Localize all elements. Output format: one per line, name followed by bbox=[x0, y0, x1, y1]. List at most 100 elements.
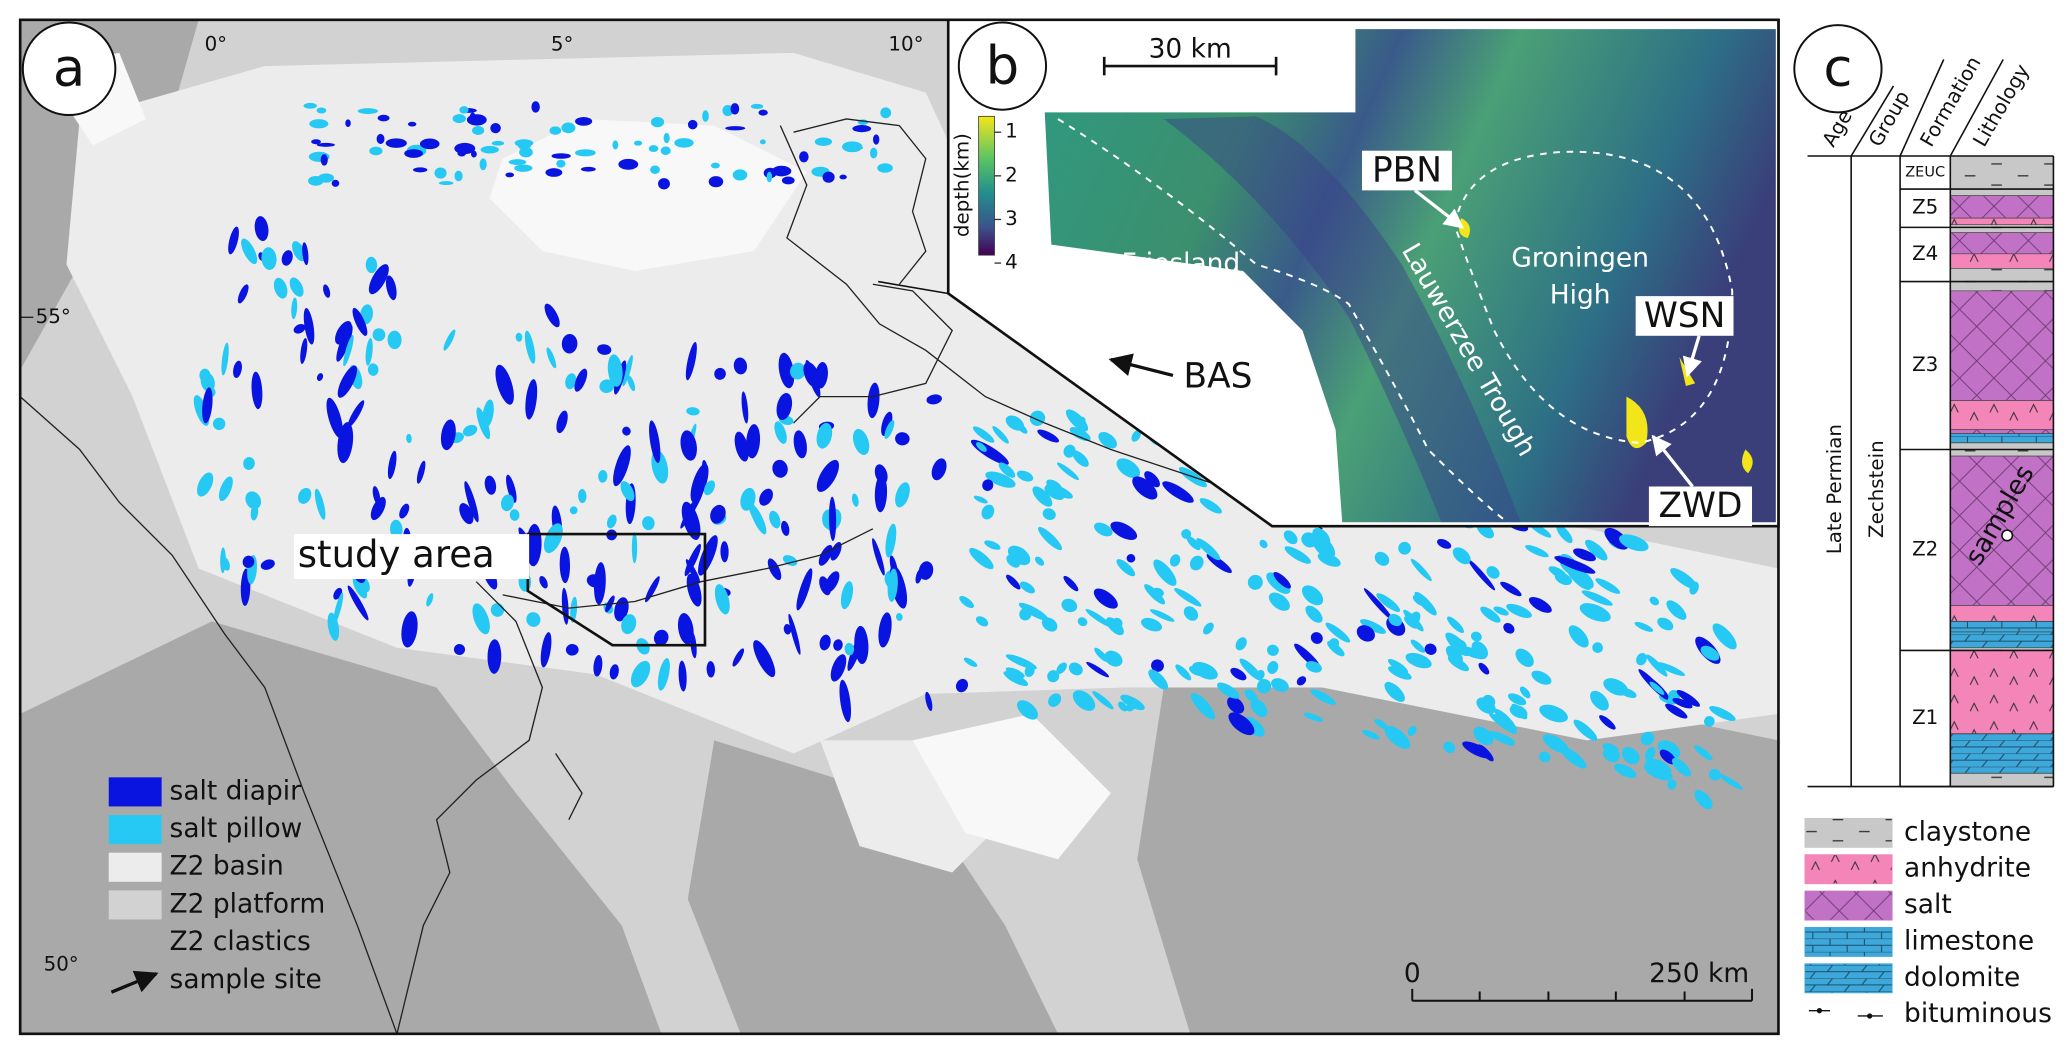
region-label: High bbox=[1550, 280, 1611, 311]
salt-pillow bbox=[840, 581, 854, 610]
legend-label: salt pillow bbox=[170, 813, 303, 844]
salt-diapir bbox=[1132, 476, 1158, 500]
salt-diapir bbox=[1093, 588, 1118, 609]
salt-pillow bbox=[1360, 619, 1386, 634]
salt-pillow bbox=[648, 145, 659, 153]
salt-pillow bbox=[1203, 622, 1214, 635]
salt-diapir bbox=[872, 538, 885, 576]
salt-diapir bbox=[575, 116, 593, 126]
salt-pillow bbox=[1194, 693, 1213, 713]
lithology-band bbox=[1949, 455, 2054, 606]
salt-diapir bbox=[819, 634, 831, 651]
panel-label-circle bbox=[957, 21, 1048, 111]
salt-pillow bbox=[1032, 486, 1053, 507]
salt-diapir bbox=[347, 585, 369, 621]
salt-pillow bbox=[426, 593, 434, 607]
lithology-column bbox=[1949, 155, 2054, 787]
salt-pillow bbox=[365, 338, 373, 366]
salt-pillow bbox=[1581, 590, 1613, 606]
salt-pillow bbox=[1515, 648, 1534, 667]
salt-diapir bbox=[1110, 521, 1138, 540]
salt-diapir bbox=[839, 174, 847, 180]
salt-pillow bbox=[599, 379, 615, 393]
salt-diapir bbox=[466, 114, 487, 126]
salt-pillow bbox=[627, 375, 636, 392]
legend-label: sample site bbox=[170, 964, 322, 995]
salt-diapir bbox=[251, 371, 263, 410]
salt-pillow bbox=[884, 420, 895, 439]
salt-diapir bbox=[677, 613, 694, 645]
salt-pillow bbox=[508, 159, 527, 165]
boundaries bbox=[1057, 118, 1734, 523]
legend-label: Z2 platform bbox=[170, 888, 326, 919]
salt-diapir bbox=[1672, 697, 1693, 709]
salt-pillow bbox=[1098, 431, 1117, 449]
salt-pillow bbox=[1568, 625, 1589, 648]
salt-pillow bbox=[1376, 593, 1401, 612]
salt-diapir bbox=[1665, 703, 1688, 719]
salt-diapir bbox=[525, 379, 538, 420]
salt-pillow bbox=[852, 428, 870, 455]
salt-pillow bbox=[1045, 483, 1073, 499]
arrow-label: BAS bbox=[1184, 357, 1253, 397]
salt-pillow bbox=[575, 149, 596, 157]
formation-label: Z1 bbox=[1912, 706, 1938, 729]
latitude-label: 55° bbox=[36, 305, 71, 328]
salt-pillow bbox=[848, 145, 864, 151]
salt-pillow bbox=[1585, 539, 1608, 561]
salt-pillow bbox=[515, 332, 523, 342]
salt-pillow bbox=[1041, 617, 1058, 632]
salt-diapir bbox=[413, 167, 428, 173]
salt-diapir bbox=[618, 158, 639, 170]
salt-pillow bbox=[1141, 617, 1163, 632]
salt-diapir bbox=[839, 679, 852, 723]
salt-diapir bbox=[776, 392, 793, 421]
salt-diapir bbox=[464, 481, 479, 523]
salt-pillow bbox=[261, 247, 277, 270]
salt-diapir bbox=[1554, 556, 1596, 574]
coastline bbox=[779, 125, 1323, 530]
salt-pillow bbox=[814, 137, 833, 146]
salt-pillow bbox=[1048, 693, 1062, 707]
salt-pillow bbox=[197, 472, 214, 497]
salt-pillow bbox=[480, 145, 499, 154]
salt-pillow bbox=[372, 328, 386, 342]
salt-diapir bbox=[335, 321, 352, 345]
salt-pillow bbox=[1256, 669, 1265, 680]
salt-diapir bbox=[470, 150, 477, 158]
salt-diapir bbox=[783, 624, 792, 635]
salt-pillow bbox=[1266, 572, 1291, 594]
salt-pillow bbox=[1476, 697, 1496, 714]
salt-diapir bbox=[586, 574, 603, 588]
salt-pillow bbox=[369, 146, 383, 156]
salt-diapir bbox=[300, 338, 308, 364]
salt-diapir bbox=[487, 639, 502, 674]
salt-pillow bbox=[1072, 690, 1096, 711]
salt-diapir bbox=[955, 678, 969, 693]
salt-pillow bbox=[1447, 616, 1464, 634]
salt-pillow bbox=[212, 417, 226, 431]
salt-diapir bbox=[407, 121, 417, 127]
salt-pillow bbox=[1003, 671, 1029, 687]
header-line bbox=[1899, 59, 1945, 157]
site-arrow bbox=[1682, 335, 1702, 378]
coastline bbox=[555, 753, 583, 820]
salt-pillow bbox=[1267, 644, 1279, 656]
salt-diapir bbox=[556, 410, 568, 434]
latitude-label: 50° bbox=[44, 953, 79, 976]
salt-diapir bbox=[1273, 571, 1291, 589]
salt-pillow bbox=[1186, 536, 1201, 551]
salt-diapir bbox=[771, 165, 792, 177]
site-label: ZWD bbox=[1658, 486, 1742, 526]
legend-swatch bbox=[108, 777, 162, 807]
coastlines bbox=[20, 118, 1323, 1034]
salt-pillow bbox=[612, 140, 619, 150]
salt-pillow bbox=[565, 373, 577, 390]
salt-diapir bbox=[237, 284, 249, 304]
salt-pillow bbox=[1149, 609, 1175, 622]
legend-swatch bbox=[1804, 963, 1893, 994]
salt-pillow bbox=[1094, 522, 1113, 537]
region-label: Platform bbox=[1125, 285, 1237, 316]
salt-pillow bbox=[308, 175, 324, 186]
salt-diapir bbox=[706, 661, 716, 678]
